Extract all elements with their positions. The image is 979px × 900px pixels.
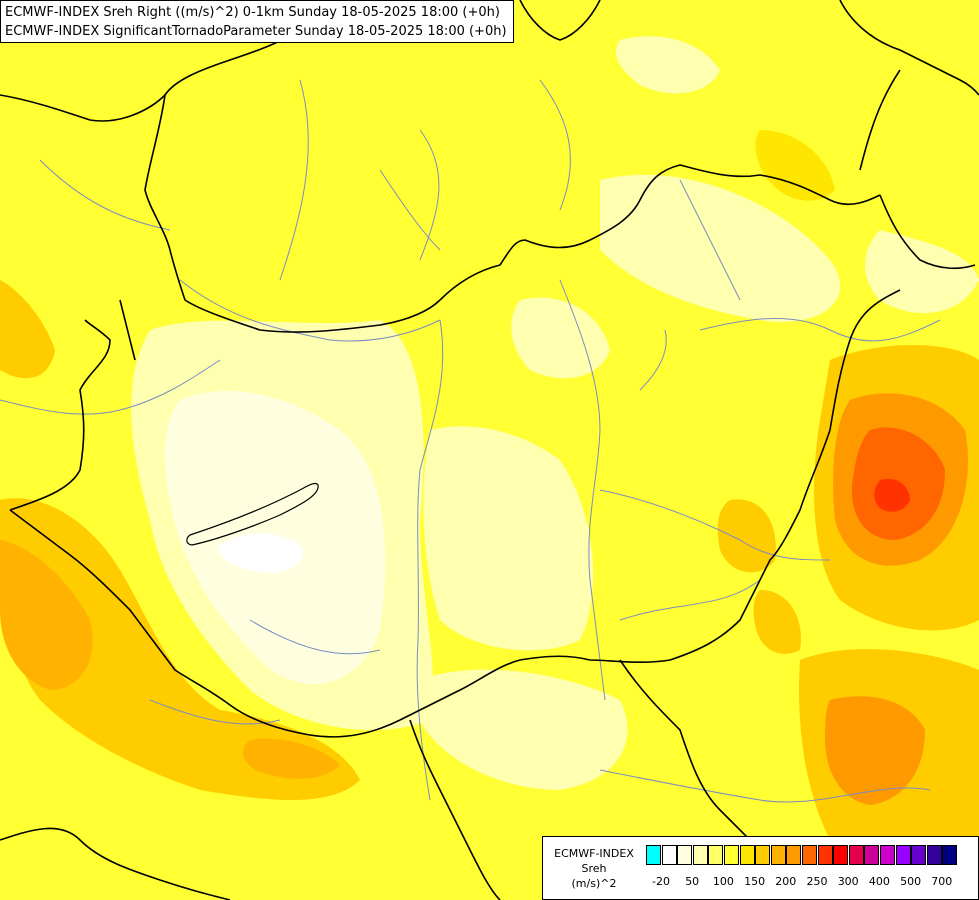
orange-spot-southeast-2 <box>717 499 776 573</box>
pale-region-south <box>420 669 628 790</box>
deep-orange-region-southeast <box>825 696 925 805</box>
pale-region-mid <box>511 297 610 379</box>
legend-tick-label: 100 <box>712 875 734 888</box>
legend-swatch <box>879 845 895 865</box>
legend-swatch <box>848 845 864 865</box>
legend-swatch <box>864 845 880 865</box>
pale-region-north <box>616 36 720 94</box>
orange-region-north <box>755 130 835 201</box>
legend-tick-label: 200 <box>775 875 797 888</box>
legend-swatch <box>661 845 677 865</box>
pale-region-central <box>423 426 594 651</box>
legend-tick-label: 300 <box>837 875 859 888</box>
legend-swatches <box>646 845 958 865</box>
pale-region-north-east <box>600 174 841 322</box>
legend-tick-label: 50 <box>685 875 700 888</box>
legend-swatch <box>942 845 958 865</box>
legend-swatch <box>801 845 818 865</box>
deep-orange-spot-south <box>243 738 340 779</box>
legend-swatch <box>911 845 927 865</box>
legend-tick-label: 500 <box>900 875 922 888</box>
map-title-box: ECMWF-INDEX Sreh Right ((m/s)^2) 0-1km S… <box>0 0 514 43</box>
legend-tick-label: 700 <box>931 875 953 888</box>
legend-ticks: -20 50 100 150 200 250 300 400 500 700 <box>646 875 971 891</box>
legend-swatch <box>646 845 662 865</box>
deep-orange-region-southwest <box>0 540 93 690</box>
rivers <box>0 79 941 803</box>
color-legend: ECMWF-INDEX Sreh (m/s)^2 -20 50 100 150 200 2… <box>542 836 979 900</box>
legend-swatch <box>786 845 802 865</box>
legend-tick-label: -20 <box>652 875 670 888</box>
legend-swatch <box>770 845 786 865</box>
legend-tick-label: 250 <box>806 875 828 888</box>
orange-spot-southeast-3 <box>753 590 801 654</box>
map-title-line-1: ECMWF-INDEX Sreh Right ((m/s)^2) 0-1km S… <box>5 5 500 20</box>
legend-swatch <box>926 845 942 865</box>
legend-swatch <box>895 845 911 865</box>
legend-title-model: ECMWF-INDEX <box>554 847 634 860</box>
legend-swatch <box>739 845 755 865</box>
white-spot <box>219 533 303 573</box>
legend-tick-label: 400 <box>868 875 890 888</box>
legend-swatch <box>755 845 771 865</box>
lake-balaton <box>186 482 319 546</box>
orange-region-west <box>0 280 55 379</box>
pale-region-east <box>865 230 979 314</box>
legend-swatch <box>708 845 724 865</box>
legend-swatch <box>833 845 849 865</box>
map-title-line-2: ECMWF-INDEX SignificantTornadoParameter … <box>5 24 507 39</box>
legend-title: ECMWF-INDEX Sreh (m/s)^2 <box>546 846 642 891</box>
legend-swatch <box>677 845 693 865</box>
legend-swatch <box>817 845 833 865</box>
legend-swatch <box>723 845 740 865</box>
legend-title-parameter: Sreh <box>581 862 607 875</box>
legend-title-unit: (m/s)^2 <box>571 877 617 890</box>
red-spot-east <box>874 478 910 512</box>
legend-tick-label: 150 <box>744 875 766 888</box>
legend-swatch <box>692 845 708 865</box>
